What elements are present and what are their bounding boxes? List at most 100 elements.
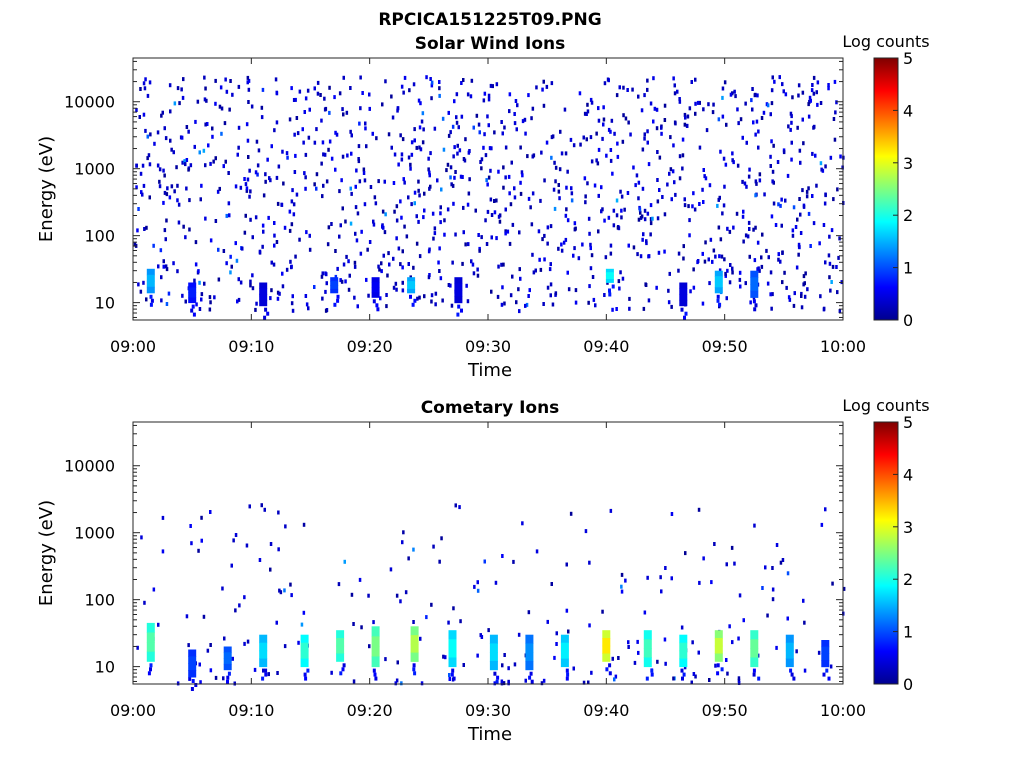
heatmap-cell <box>609 158 613 163</box>
heatmap-cell <box>417 219 420 224</box>
heatmap-cell <box>325 281 328 286</box>
heatmap-cell <box>246 138 250 143</box>
heatmap-cell <box>386 273 389 278</box>
heatmap-cell <box>635 173 639 178</box>
heatmap-cell <box>664 661 667 666</box>
heatmap-cell <box>711 259 714 264</box>
heatmap-cell <box>249 279 252 284</box>
heatmap-cell <box>200 183 203 188</box>
heatmap-cell <box>439 276 443 281</box>
heatmap-cell <box>720 667 724 672</box>
heatmap-cell <box>802 598 805 603</box>
heatmap-cell <box>169 138 172 143</box>
heatmap-cell <box>639 254 643 259</box>
heatmap-cell <box>653 106 657 111</box>
heatmap-cell <box>401 137 405 142</box>
heatmap-cell <box>489 197 493 202</box>
heatmap-cell <box>136 228 139 233</box>
heatmap-cell <box>199 680 202 685</box>
heatmap-cell <box>440 536 443 541</box>
heatmap-cell <box>537 229 541 234</box>
heatmap-cell <box>702 200 705 204</box>
heatmap-cell <box>330 670 333 675</box>
x-tick-label: 09:00 <box>110 701 156 720</box>
heatmap-cell <box>515 300 518 305</box>
heatmap-cell <box>222 249 226 253</box>
heatmap-cell <box>509 202 513 207</box>
heatmap-cell <box>189 524 192 528</box>
heatmap-cell <box>490 235 493 240</box>
heatmap-cell <box>542 79 545 84</box>
heatmap-cell <box>814 153 817 158</box>
heatmap-cell <box>567 287 571 292</box>
heatmap-cell <box>795 265 799 270</box>
heatmap-cell <box>728 229 732 234</box>
heatmap-cell <box>761 232 764 237</box>
heatmap-cell <box>169 109 172 114</box>
heatmap-cell <box>502 165 505 170</box>
heatmap-enhancement <box>750 639 759 649</box>
heatmap-cell <box>230 264 233 269</box>
heatmap-cell <box>144 77 147 82</box>
heatmap-cell <box>458 148 462 153</box>
heatmap-cell <box>441 116 445 121</box>
heatmap-cell <box>288 117 292 122</box>
heatmap-cell <box>321 296 324 301</box>
heatmap-cell <box>383 230 387 235</box>
heatmap-cell <box>267 672 270 677</box>
heatmap-cell <box>838 309 842 314</box>
heatmap-cell <box>269 178 272 183</box>
heatmap-cell <box>718 254 721 259</box>
heatmap-cell <box>650 668 654 673</box>
heatmap-cell <box>302 522 306 527</box>
heatmap-enhancement <box>714 270 723 277</box>
heatmap-cell <box>584 529 588 534</box>
heatmap-cell <box>788 297 792 302</box>
heatmap-cell <box>752 120 755 125</box>
heatmap-cell <box>557 183 560 187</box>
heatmap-cell <box>183 159 186 164</box>
heatmap-cell <box>232 538 235 543</box>
heatmap-enhancement <box>371 636 380 647</box>
heatmap-cell <box>816 102 819 107</box>
heatmap-cell <box>304 676 308 681</box>
heatmap-cell <box>681 676 684 681</box>
heatmap-cell <box>328 110 331 115</box>
heatmap-cell <box>708 281 711 286</box>
heatmap-enhancement <box>146 622 155 633</box>
heatmap-cell <box>842 586 846 591</box>
heatmap-cell <box>677 268 680 273</box>
heatmap-cell <box>515 127 518 132</box>
heatmap-cell <box>754 132 757 137</box>
heatmap-cell <box>218 186 221 191</box>
heatmap-cell <box>725 122 728 127</box>
heatmap-cell <box>330 222 333 226</box>
heatmap-cell <box>592 297 596 302</box>
heatmap-cell <box>721 211 724 216</box>
heatmap-cell <box>453 145 456 150</box>
heatmap-cell <box>765 248 768 253</box>
heatmap-cell <box>305 302 309 307</box>
heatmap-cell <box>430 293 434 298</box>
heatmap-cell <box>486 182 489 187</box>
heatmap-cell <box>140 190 143 195</box>
heatmap-cell <box>430 80 434 85</box>
heatmap-cell <box>752 668 756 673</box>
heatmap-cell <box>214 156 217 161</box>
heatmap-cell <box>193 144 196 149</box>
heatmap-cell <box>621 139 625 144</box>
heatmap-cell <box>237 277 240 282</box>
heatmap-cell <box>707 102 710 107</box>
heatmap-cell <box>655 107 659 112</box>
heatmap-cell <box>421 140 425 145</box>
heatmap-cell <box>145 225 148 230</box>
heatmap-enhancement <box>223 658 232 665</box>
heatmap-cell <box>753 523 756 528</box>
heatmap-cell <box>737 121 740 126</box>
heatmap-cell <box>786 616 789 621</box>
heatmap-cell <box>415 145 418 150</box>
heatmap-cell <box>289 582 292 587</box>
heatmap-cell <box>760 255 763 260</box>
heatmap-cell <box>802 141 805 146</box>
heatmap-enhancement <box>750 290 759 298</box>
